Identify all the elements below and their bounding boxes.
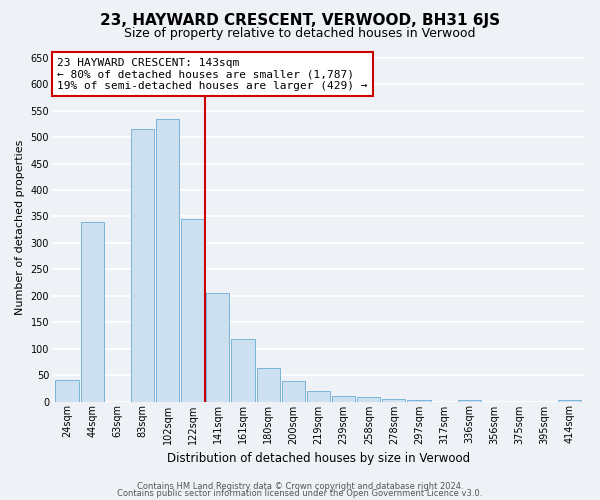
X-axis label: Distribution of detached houses by size in Verwood: Distribution of detached houses by size …: [167, 452, 470, 465]
Bar: [232, 339, 254, 402]
Bar: [458, 400, 481, 402]
Bar: [332, 396, 355, 402]
Bar: [206, 293, 229, 402]
Y-axis label: Number of detached properties: Number of detached properties: [15, 140, 25, 314]
Bar: [559, 400, 581, 402]
Bar: [307, 391, 330, 402]
Bar: [80, 222, 104, 402]
Text: 23 HAYWARD CRESCENT: 143sqm
← 80% of detached houses are smaller (1,787)
19% of : 23 HAYWARD CRESCENT: 143sqm ← 80% of det…: [57, 58, 368, 91]
Bar: [156, 118, 179, 402]
Text: Size of property relative to detached houses in Verwood: Size of property relative to detached ho…: [124, 28, 476, 40]
Text: 23, HAYWARD CRESCENT, VERWOOD, BH31 6JS: 23, HAYWARD CRESCENT, VERWOOD, BH31 6JS: [100, 12, 500, 28]
Bar: [131, 129, 154, 402]
Bar: [382, 399, 406, 402]
Bar: [181, 219, 205, 402]
Bar: [407, 400, 431, 402]
Bar: [55, 380, 79, 402]
Bar: [357, 398, 380, 402]
Bar: [282, 382, 305, 402]
Text: Contains public sector information licensed under the Open Government Licence v3: Contains public sector information licen…: [118, 489, 482, 498]
Bar: [257, 368, 280, 402]
Text: Contains HM Land Registry data © Crown copyright and database right 2024.: Contains HM Land Registry data © Crown c…: [137, 482, 463, 491]
